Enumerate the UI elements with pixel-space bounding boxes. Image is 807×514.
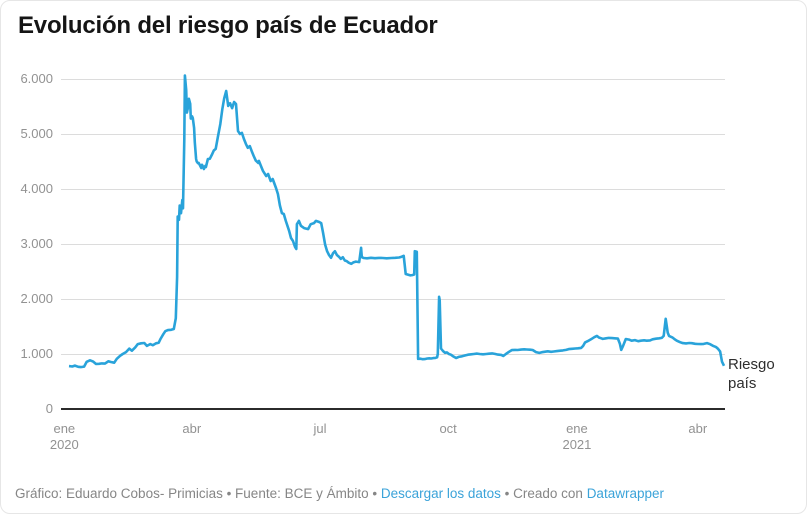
y-gridline — [61, 78, 725, 80]
y-axis-tick-label: 2.000 — [20, 291, 53, 306]
y-gridline — [61, 133, 725, 135]
x-axis-tick-label: ene 2020 — [49, 421, 79, 452]
y-gridline — [61, 243, 725, 245]
x-axis-year-label: 2021 — [562, 437, 592, 452]
y-axis-tick-label: 0 — [45, 401, 53, 416]
footer-credit-text: Gráfico: Eduardo Cobos- Primicias • Fuen… — [15, 486, 381, 501]
y-gridline — [61, 298, 725, 300]
x-axis-tick-label: oct — [439, 421, 457, 436]
y-axis-tick-label: 6.000 — [20, 71, 53, 86]
y-axis-tick-label: 4.000 — [20, 181, 53, 196]
footer-created-with-text: • Creado con — [500, 486, 587, 501]
y-axis-tick-label: 5.000 — [20, 126, 53, 141]
y-axis-tick-label: 1.000 — [20, 346, 53, 361]
x-axis-tick-label: abr — [182, 421, 202, 436]
y-gridline — [61, 353, 725, 355]
x-axis-baseline — [61, 408, 725, 410]
series-label-riesgo-pais: Riesgo país — [728, 356, 775, 392]
x-axis-year-label: 2020 — [49, 437, 79, 452]
y-gridline — [61, 188, 725, 190]
riesgo-pais-line — [68, 74, 726, 369]
y-axis-tick-label: 3.000 — [20, 236, 53, 251]
x-axis-tick-label: ene 2021 — [562, 421, 592, 452]
x-axis-tick-label: jul — [313, 421, 327, 436]
datawrapper-link[interactable]: Datawrapper — [586, 486, 664, 501]
download-data-link[interactable]: Descargar los datos — [380, 486, 501, 501]
chart-title: Evolución del riesgo país de Ecuador — [18, 12, 438, 39]
chart-footer: Gráfico: Eduardo Cobos- Primicias • Fuen… — [15, 486, 664, 501]
x-axis-tick-label: abr — [688, 421, 708, 436]
